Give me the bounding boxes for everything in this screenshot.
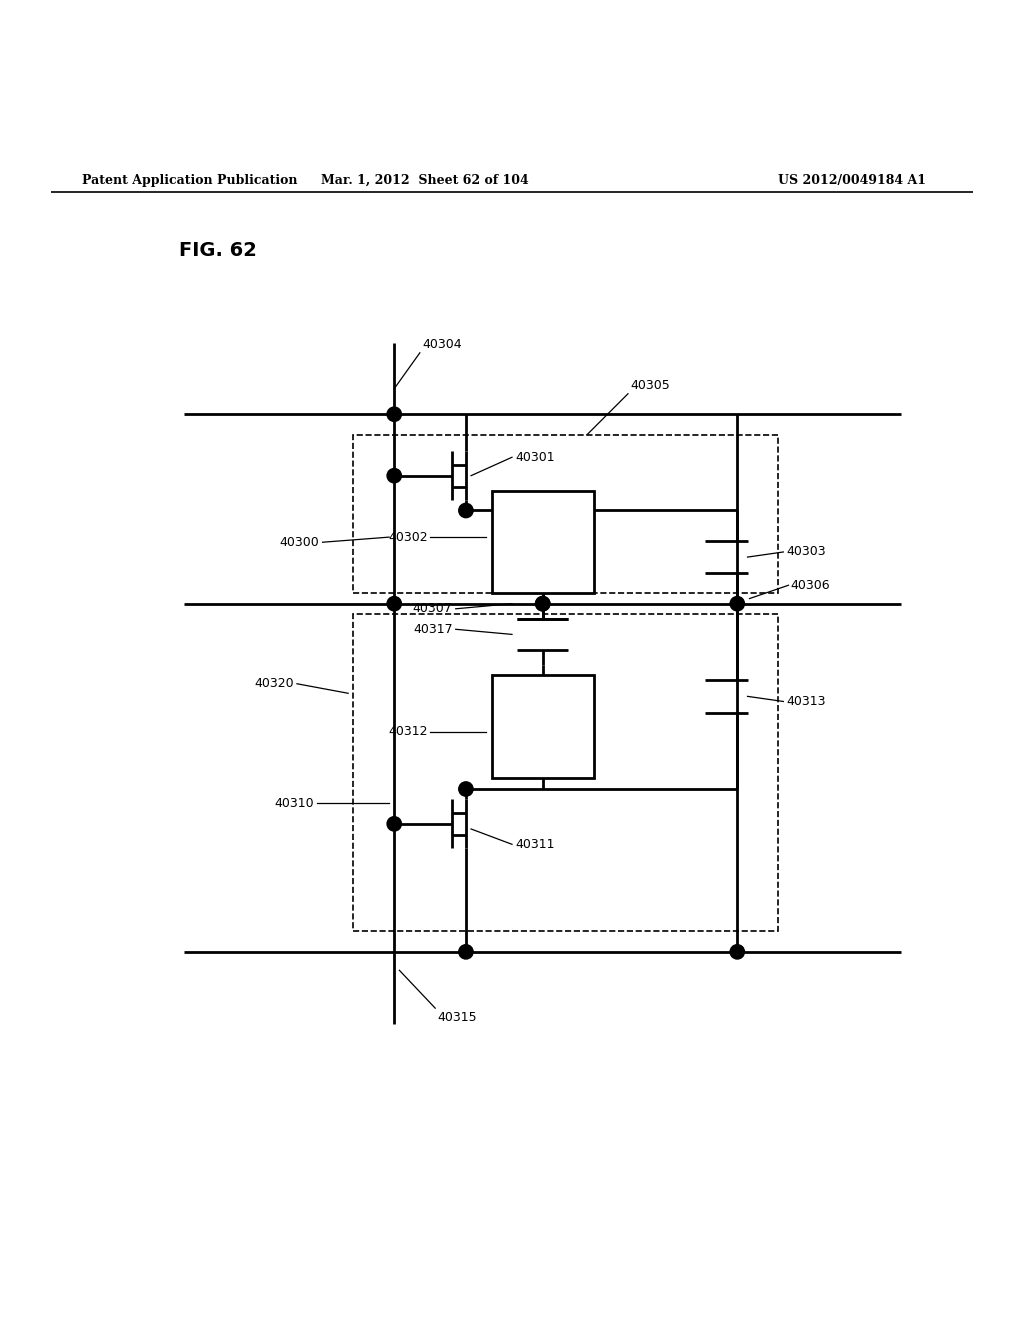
Text: 40305: 40305 xyxy=(630,379,670,392)
Circle shape xyxy=(459,503,473,517)
Circle shape xyxy=(536,597,550,611)
Text: US 2012/0049184 A1: US 2012/0049184 A1 xyxy=(778,174,927,187)
Bar xyxy=(492,491,594,594)
Text: 40313: 40313 xyxy=(786,694,826,708)
Text: 40317: 40317 xyxy=(413,623,453,636)
Bar xyxy=(353,434,778,594)
Text: 40312: 40312 xyxy=(388,725,428,738)
Text: 40320: 40320 xyxy=(254,677,294,690)
Text: 40304: 40304 xyxy=(422,338,462,351)
Text: 40307: 40307 xyxy=(413,602,453,615)
Text: Patent Application Publication: Patent Application Publication xyxy=(82,174,297,187)
Bar xyxy=(353,614,778,932)
Text: 40311: 40311 xyxy=(515,838,555,851)
Text: 40301: 40301 xyxy=(515,450,555,463)
Circle shape xyxy=(730,945,744,960)
Text: 40302: 40302 xyxy=(388,531,428,544)
Circle shape xyxy=(459,781,473,796)
Circle shape xyxy=(459,945,473,960)
Circle shape xyxy=(387,817,401,832)
Circle shape xyxy=(387,407,401,421)
Text: 40303: 40303 xyxy=(786,545,826,558)
Circle shape xyxy=(387,469,401,483)
Text: FIG. 62: FIG. 62 xyxy=(179,242,257,260)
Text: 40310: 40310 xyxy=(274,797,314,810)
Circle shape xyxy=(387,597,401,611)
Text: 40300: 40300 xyxy=(280,536,319,549)
Text: 40315: 40315 xyxy=(437,1011,477,1024)
Circle shape xyxy=(730,597,744,611)
Circle shape xyxy=(536,597,550,611)
Text: 40306: 40306 xyxy=(791,578,830,591)
Bar xyxy=(492,676,594,777)
Text: Mar. 1, 2012  Sheet 62 of 104: Mar. 1, 2012 Sheet 62 of 104 xyxy=(322,174,528,187)
